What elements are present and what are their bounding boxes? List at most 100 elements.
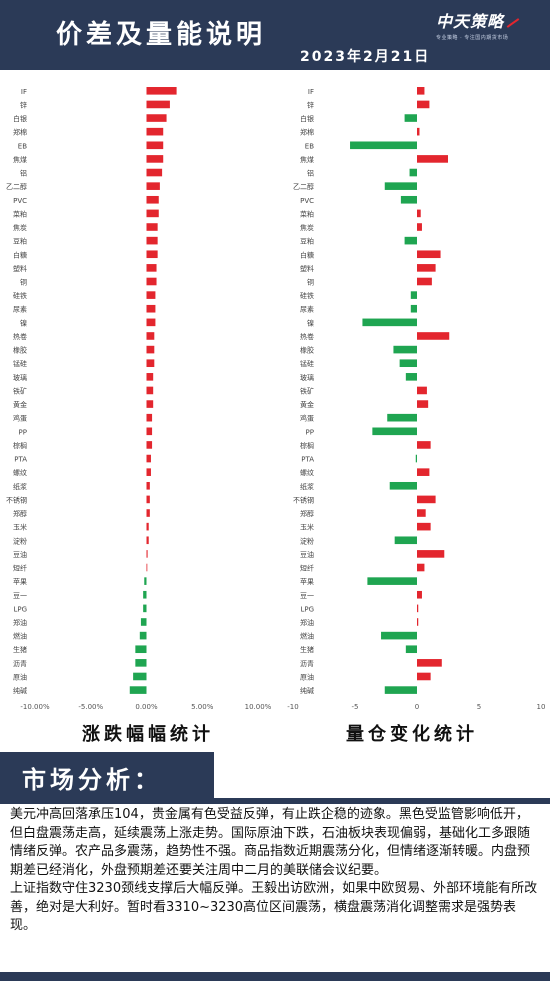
tick-label: -10 — [287, 703, 298, 711]
category-label: PVC — [300, 197, 314, 205]
header-banner: 价差及量能说明 2023年2月21日 中天策略 专业策略 · 专注国内期货市场 — [0, 0, 550, 70]
bar — [146, 236, 158, 245]
bar — [417, 563, 425, 572]
category-label: 淀粉 — [300, 536, 314, 545]
category-label: 郑棉 — [13, 128, 27, 137]
bar — [410, 304, 417, 313]
category-label: 铜 — [20, 277, 27, 286]
category-label: 镍 — [20, 318, 27, 327]
bar — [146, 481, 150, 490]
footer-bar — [0, 972, 550, 981]
category-label: 鸡蛋 — [13, 414, 27, 423]
category-label: 黄金 — [300, 400, 314, 409]
category-label: 短纤 — [300, 564, 314, 573]
bar — [129, 686, 147, 694]
category-label: EB — [305, 142, 314, 150]
category-label: 螺纹 — [13, 468, 27, 477]
bar — [146, 550, 148, 558]
category-label: PP — [19, 428, 27, 436]
category-label: 原油 — [300, 672, 314, 681]
bar — [146, 400, 154, 408]
category-label: LPG — [13, 605, 27, 613]
category-label: 苹果 — [13, 577, 27, 586]
bar — [387, 413, 417, 422]
category-label: IF — [21, 88, 27, 96]
category-label: 生猪 — [300, 645, 314, 654]
category-label: 淀粉 — [13, 536, 27, 545]
bar — [417, 522, 431, 531]
bar — [415, 454, 417, 463]
tick-label: 0.00% — [135, 703, 158, 711]
bar — [417, 277, 432, 286]
bar — [384, 686, 417, 694]
bar — [417, 618, 419, 626]
volume-change-caption: 量仓变化统计 — [346, 724, 478, 745]
bar — [139, 631, 147, 640]
category-label: 锌 — [307, 100, 314, 109]
bar — [394, 536, 417, 545]
bar — [146, 141, 164, 150]
bar — [140, 618, 147, 626]
bar — [417, 604, 419, 613]
bar — [146, 168, 163, 177]
bar — [417, 100, 430, 109]
bar — [417, 509, 426, 517]
bar — [417, 264, 436, 272]
bar — [417, 590, 422, 599]
category-label: 热卷 — [300, 332, 314, 341]
bar — [146, 359, 155, 368]
category-label: 纯碱 — [300, 686, 314, 695]
bar — [417, 386, 427, 395]
bar — [146, 318, 156, 327]
bar — [384, 182, 417, 190]
category-label: 豆粕 — [300, 237, 314, 246]
category-label: 白银 — [13, 114, 27, 123]
market-analysis-tab: 市场分析： — [0, 752, 214, 798]
category-label: 郑棉 — [300, 128, 314, 137]
category-label: 纸浆 — [13, 482, 27, 491]
bar — [400, 195, 417, 204]
bar — [146, 264, 157, 272]
category-label: 豆一 — [300, 592, 314, 600]
category-label: 铝 — [307, 169, 314, 178]
category-label: 玉米 — [13, 523, 27, 532]
tick-label: 5 — [477, 703, 481, 711]
category-label: 白糖 — [300, 250, 314, 259]
analysis-paragraph-2: 上证指数守住3230颈线支撑后大幅反弹。王毅出访欧洲，如果中欧贸易、外部环境能有… — [10, 881, 538, 933]
bar — [146, 441, 153, 449]
bar — [417, 659, 442, 667]
bar — [404, 236, 417, 245]
report-date: 2023年2月21日 — [300, 49, 431, 65]
category-label: EB — [18, 142, 27, 150]
bar — [146, 277, 157, 286]
category-label: IF — [308, 88, 314, 96]
category-label: 短纤 — [13, 564, 27, 573]
bar — [146, 522, 149, 531]
bar — [417, 87, 425, 95]
category-label: 螺纹 — [300, 468, 314, 477]
bar — [417, 550, 445, 558]
category-label: 豆一 — [13, 592, 27, 600]
bar — [146, 155, 164, 163]
bar — [146, 87, 177, 95]
category-label: 菜粕 — [13, 209, 27, 218]
category-label: 玉米 — [300, 523, 314, 532]
category-label: 铁矿 — [13, 386, 27, 395]
category-label: 郑醇 — [13, 509, 27, 518]
bar — [146, 223, 158, 231]
category-label: 铜 — [307, 277, 314, 286]
category-label: 黄金 — [13, 400, 27, 409]
category-label: 热卷 — [13, 332, 27, 341]
category-label: 乙二醇 — [293, 182, 314, 191]
category-label: 铝 — [20, 169, 27, 178]
bar — [381, 631, 417, 640]
category-label: 橡胶 — [13, 346, 27, 355]
bar — [146, 413, 153, 422]
bar — [146, 332, 155, 340]
market-analysis-title: 市场分析： — [22, 765, 162, 794]
category-label: 鸡蛋 — [300, 414, 314, 423]
bar — [405, 373, 417, 381]
bar — [144, 577, 147, 585]
bar — [350, 141, 417, 150]
section-divider — [0, 798, 550, 804]
